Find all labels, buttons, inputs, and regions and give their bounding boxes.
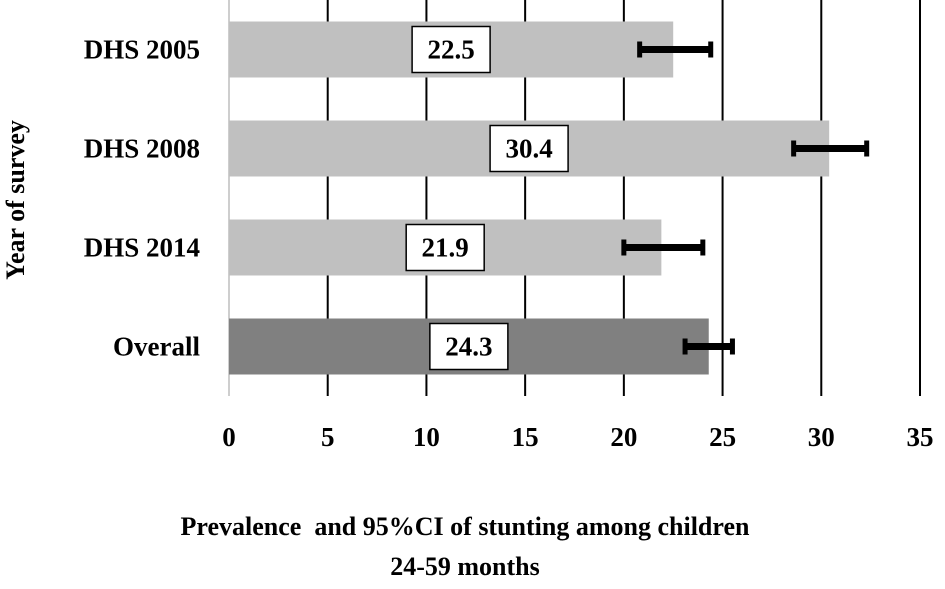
- category-label-dhs-2008: DHS 2008: [84, 134, 200, 164]
- x-tick-label-35: 35: [907, 422, 934, 452]
- x-tick-label-5: 5: [321, 422, 335, 452]
- x-tick-label-0: 0: [222, 422, 236, 452]
- x-tick-label-20: 20: [610, 422, 637, 452]
- data-label-box-dhs-2014: [405, 223, 485, 272]
- x-tick-label-15: 15: [512, 422, 539, 452]
- bars: [229, 21, 830, 375]
- x-axis-title-line2: 24-59 months: [390, 552, 540, 581]
- category-label-overall: Overall: [113, 332, 200, 362]
- data-label-box-dhs-2008: [489, 124, 569, 173]
- x-tick-label-10: 10: [413, 422, 440, 452]
- data-label-box-dhs-2005: [411, 25, 491, 74]
- category-labels: DHS 2005 DHS 2008 DHS 2014 Overall: [84, 35, 201, 362]
- data-label-dhs-2005: 22.5: [427, 35, 474, 65]
- data-label-dhs-2008: 30.4: [505, 134, 552, 164]
- x-tick-label-25: 25: [709, 422, 736, 452]
- x-tick-labels: 0 5 10 15 20 25 30 35: [222, 422, 933, 452]
- data-label-overall: 24.3: [445, 332, 492, 362]
- data-labels: 22.5 30.4 21.9 24.3: [405, 25, 569, 371]
- x-tick-label-30: 30: [808, 422, 835, 452]
- category-label-dhs-2014: DHS 2014: [84, 233, 200, 263]
- y-axis-title: Year of survey: [1, 120, 30, 280]
- x-axis-title: Prevalence and 95%CI of stunting among c…: [181, 512, 750, 541]
- data-label-dhs-2014: 21.9: [422, 233, 469, 263]
- error-bars: [621, 41, 870, 355]
- data-label-box-overall: [429, 322, 509, 371]
- category-label-dhs-2005: DHS 2005: [84, 35, 200, 65]
